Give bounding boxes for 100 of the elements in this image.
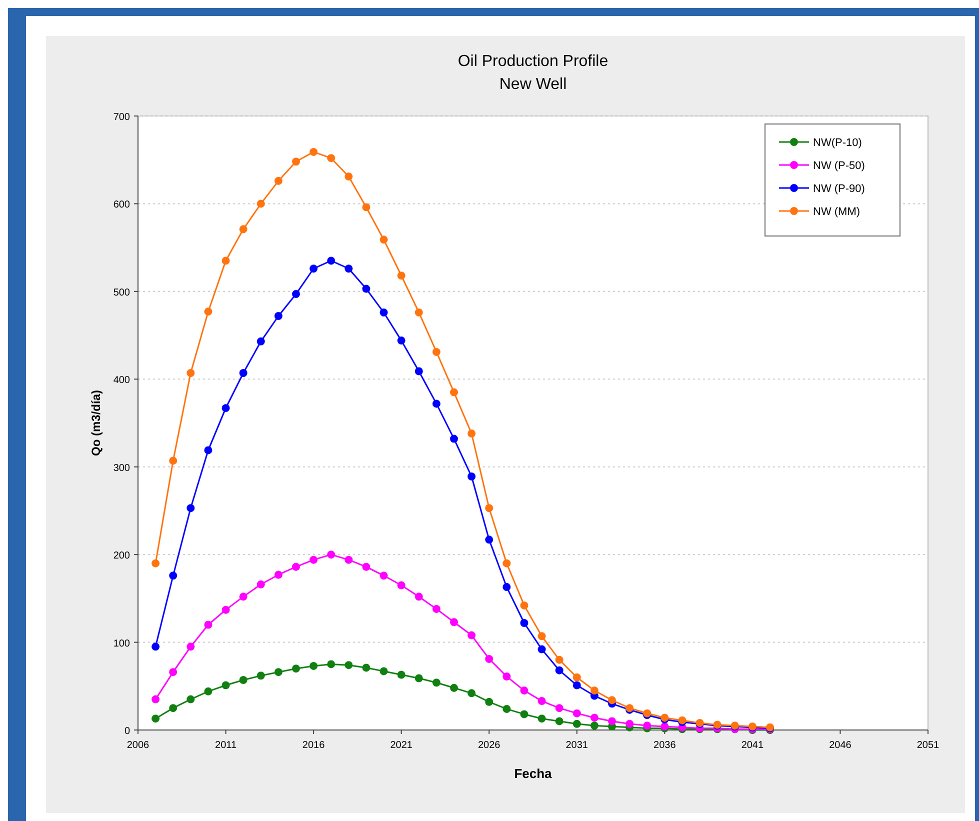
point [538,645,546,654]
point [204,620,212,629]
point [414,367,423,376]
point [538,632,546,640]
point [555,666,564,674]
point [344,556,353,564]
point [414,308,423,316]
point [520,710,528,718]
point [292,290,300,298]
point [274,312,282,320]
point [468,689,476,698]
point [256,672,265,680]
point [169,572,178,580]
point [555,656,564,664]
point [397,272,406,280]
point [169,704,178,712]
y-tick-label: 700 [113,112,130,123]
point [485,698,494,706]
point [520,686,528,695]
point [432,348,440,356]
point [152,642,160,651]
legend-label: NW (P-50) [813,160,865,172]
point [485,536,494,544]
point [414,674,423,682]
x-tick-label: 2046 [829,740,852,751]
point [362,284,370,293]
point [538,697,546,706]
point [310,662,318,670]
point [239,225,248,234]
point [292,562,300,571]
point [572,709,581,718]
point [520,601,528,610]
point [152,695,160,704]
point [222,606,230,614]
x-tick-label: 2036 [654,740,676,751]
point [450,618,458,626]
x-axis-title: Fecha [514,766,553,781]
point [572,681,581,690]
point [450,684,458,692]
point [380,308,388,316]
point [432,678,440,687]
y-tick-label: 600 [113,200,130,211]
point [590,714,598,722]
point [450,388,458,396]
point [397,581,406,590]
point [204,687,212,696]
point [468,472,476,481]
point [327,256,336,265]
x-tick-label: 2051 [916,740,940,751]
chart-title: Oil Production Profile [458,53,608,70]
point [152,559,160,568]
point [432,604,440,613]
point [186,504,195,512]
point [239,592,248,601]
point [362,203,370,212]
point [256,580,265,588]
point [520,618,528,627]
point [608,717,616,726]
point [626,720,634,728]
point [450,434,458,443]
point [204,308,212,316]
point [502,704,511,713]
point [239,369,248,378]
point [274,176,282,185]
point [590,686,598,695]
x-tick-label: 2011 [215,740,237,751]
x-tick-label: 2021 [390,740,413,751]
x-tick-label: 2006 [126,740,150,751]
point [608,696,616,704]
point [186,695,195,704]
point [256,200,265,208]
legend-label: NW(P-10) [813,137,862,149]
point [380,667,388,676]
y-tick-label: 100 [113,638,130,650]
point [502,559,511,568]
point [222,256,230,265]
chart-subtitle: New Well [499,76,567,93]
x-tick-label: 2016 [302,740,326,751]
point [414,592,423,601]
point [274,570,282,579]
point [485,504,494,512]
point [239,676,248,684]
point [397,336,406,345]
point [222,681,230,690]
point [502,672,511,680]
point [327,154,336,162]
point [310,148,318,156]
point [344,264,353,273]
point [152,714,160,723]
x-tick-label: 2031 [566,740,588,751]
point [310,556,318,564]
legend-label: NW (P-90) [813,183,865,195]
point [468,430,476,438]
y-tick-label: 0 [124,726,130,737]
point [222,404,230,412]
point [292,158,300,166]
y-tick-label: 300 [113,462,130,474]
point [643,722,652,730]
point [468,631,476,640]
point [274,668,282,676]
